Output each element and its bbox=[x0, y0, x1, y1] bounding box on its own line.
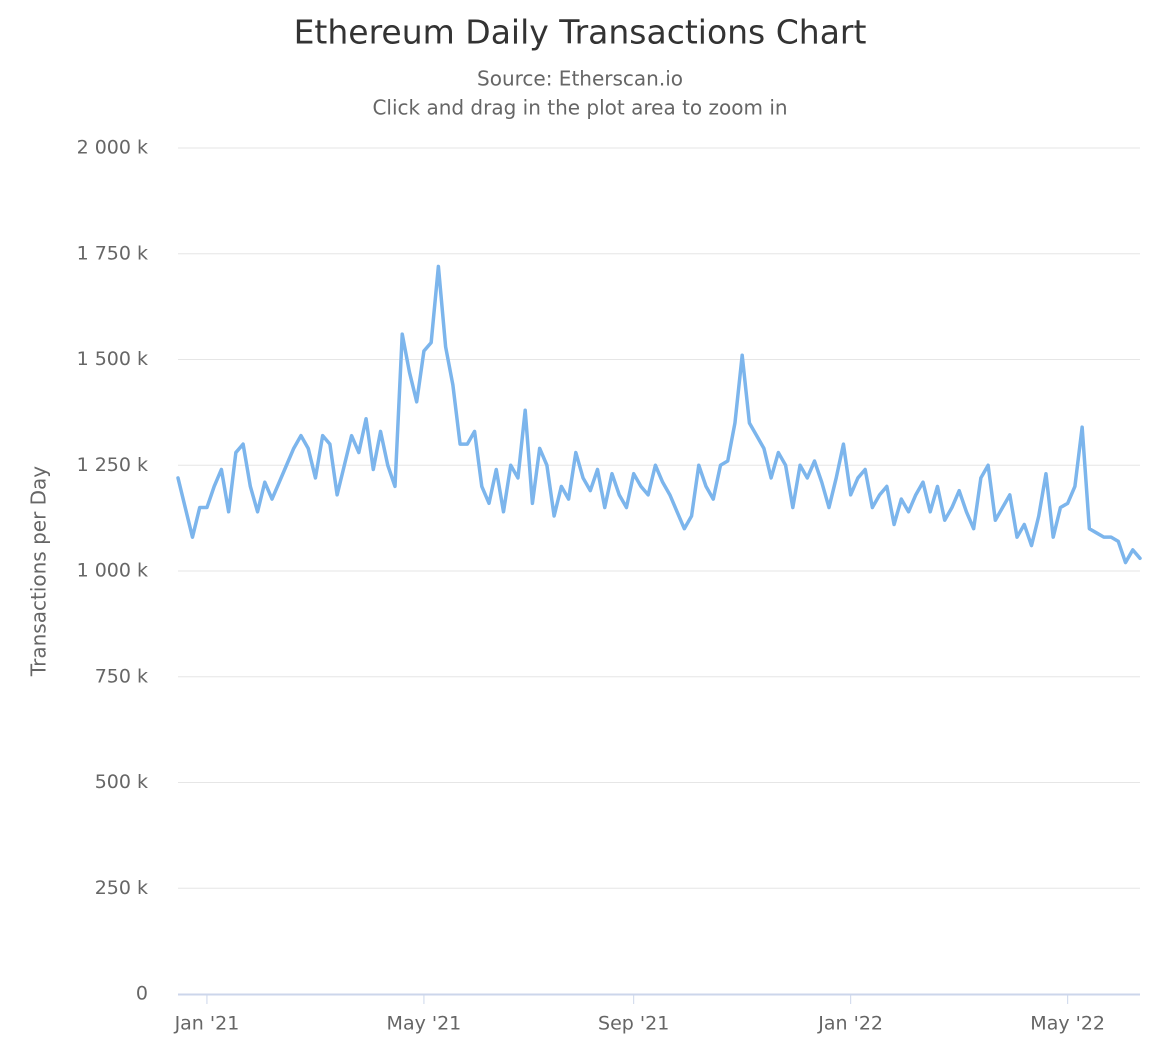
y-tick-label: 250 k bbox=[95, 877, 148, 899]
y-tick-label: 0 bbox=[136, 983, 148, 1005]
y-tick-label: 2 000 k bbox=[77, 137, 148, 159]
zoom-instruction: Click and drag in the plot area to zoom … bbox=[372, 96, 787, 120]
data-line bbox=[176, 264, 1142, 565]
y-axis-label: Transactions per Day bbox=[27, 466, 51, 677]
y-tick-label: 1 750 k bbox=[77, 242, 148, 264]
x-tick-label: May '22 bbox=[1030, 1013, 1105, 1035]
x-tick-label: May '21 bbox=[387, 1013, 462, 1035]
y-tick-label: 500 k bbox=[95, 771, 148, 793]
x-tick-label: Jan '21 bbox=[174, 1013, 240, 1035]
chart-subtitle: Source: Etherscan.io bbox=[477, 67, 683, 91]
x-tick-label: Jan '22 bbox=[817, 1013, 883, 1035]
x-tick-label: Sep '21 bbox=[598, 1013, 669, 1035]
y-tick-label: 1 250 k bbox=[77, 454, 148, 476]
y-tick-label: 750 k bbox=[95, 665, 148, 687]
chart-title: Ethereum Daily Transactions Chart bbox=[294, 13, 867, 52]
y-tick-label: 1 500 k bbox=[77, 348, 148, 370]
y-tick-label: 1 000 k bbox=[77, 560, 148, 582]
